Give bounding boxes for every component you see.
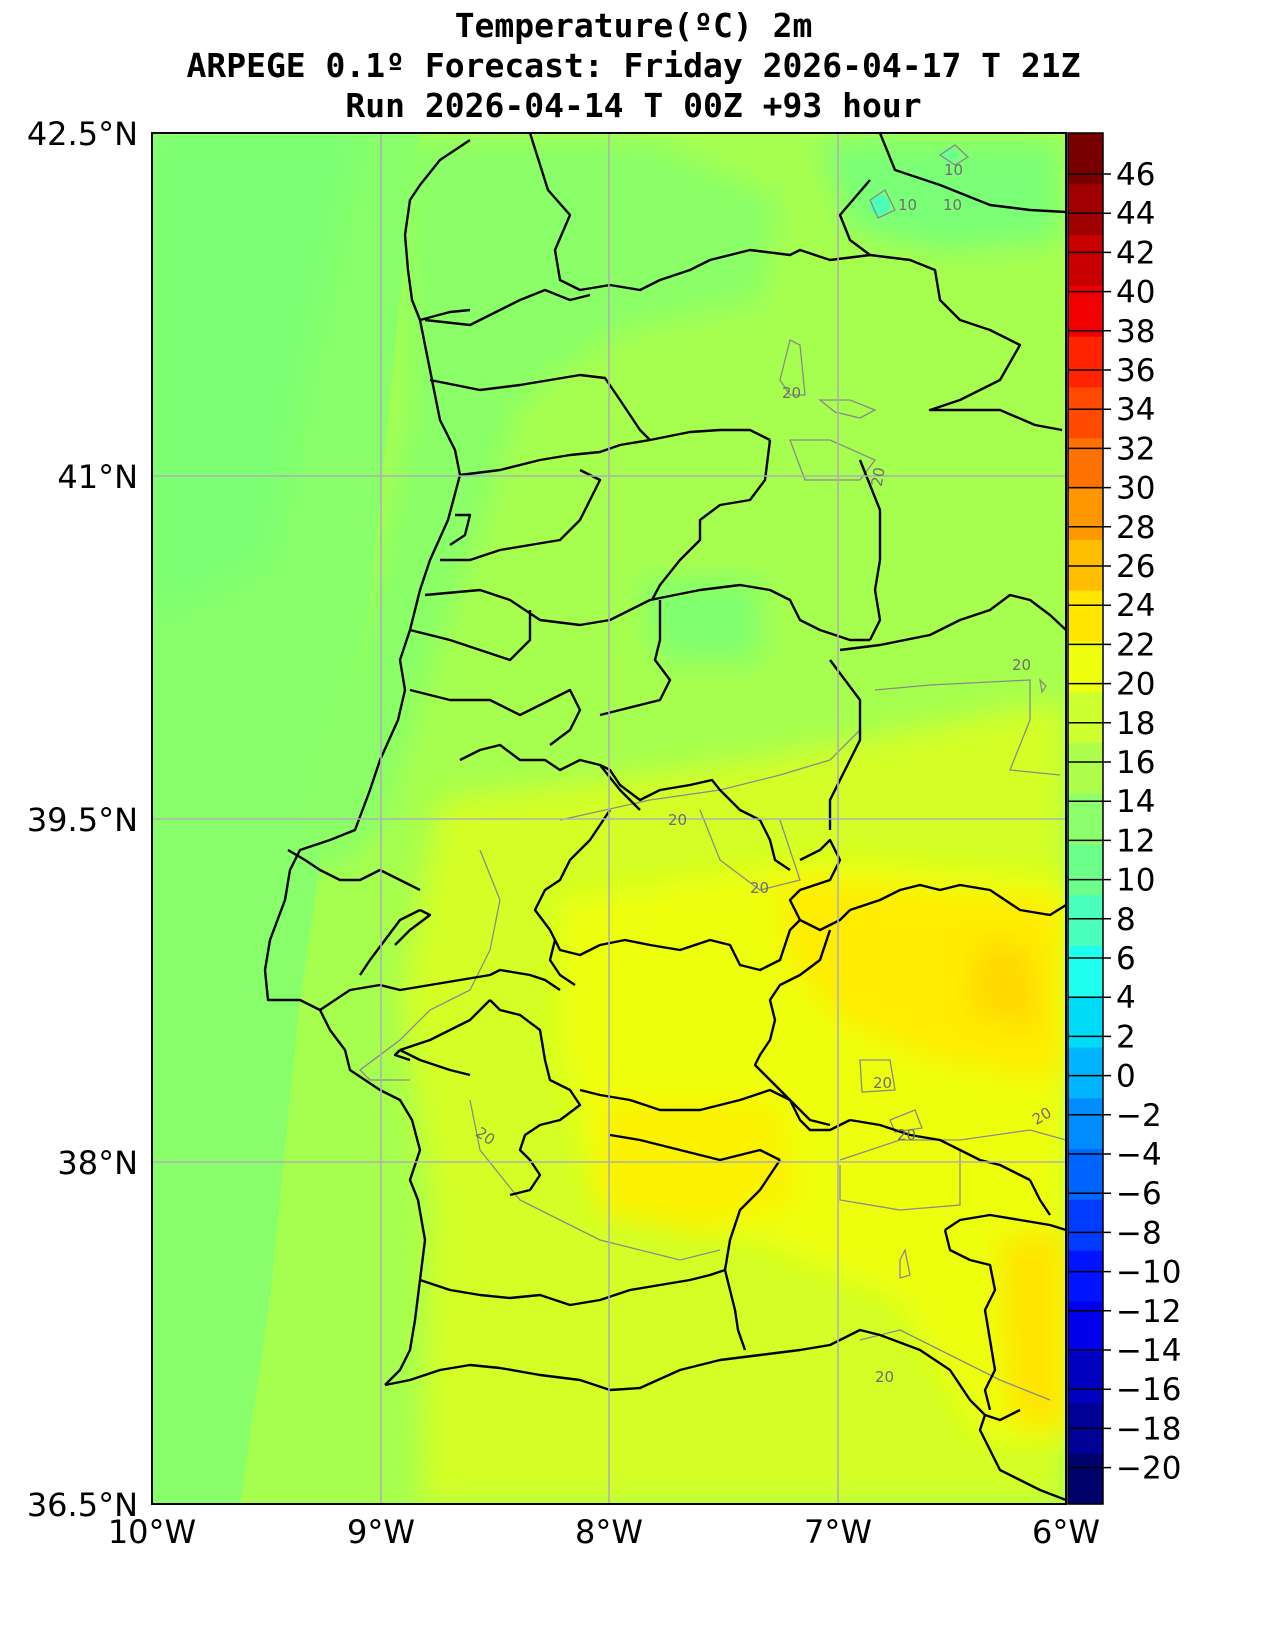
chart-title: Temperature(ºC) 2m ARPEGE 0.1º Forecast:… <box>0 6 1267 126</box>
lon-tick-label: 10°W <box>108 1513 196 1551</box>
colorbar-tick-label: −4 <box>1116 1137 1162 1173</box>
colorbar-tick-label: −8 <box>1116 1215 1162 1251</box>
contour-label: 10 <box>943 196 962 214</box>
colorbar-band <box>1068 640 1103 693</box>
contour-label: 10 <box>944 161 963 179</box>
contour-label: 20 <box>868 466 889 488</box>
colorbar-tick-label: −12 <box>1116 1294 1181 1330</box>
longitude-labels: 10°W 9°W 8°W 7°W 6°W <box>108 1513 1100 1551</box>
map-frame <box>151 132 1067 1505</box>
colorbar-tick-label: −2 <box>1116 1098 1162 1134</box>
lon-tick-label: 9°W <box>347 1513 415 1551</box>
colorbar-tick-label: 4 <box>1116 980 1136 1016</box>
colorbar-band <box>1068 183 1103 236</box>
colorbar-tick-label: 18 <box>1116 706 1155 742</box>
colorbar-tick-label: 42 <box>1116 235 1155 271</box>
colorbar-band <box>1068 539 1103 591</box>
colorbar-band <box>1068 1199 1103 1251</box>
colorbar-band <box>1068 996 1103 1048</box>
colorbar-tick-label: −10 <box>1116 1255 1181 1291</box>
contour-label: 20 <box>782 384 801 402</box>
colorbar-tick-label: 0 <box>1116 1059 1136 1095</box>
colorbar-tick-label: 34 <box>1116 392 1155 428</box>
colorbar-tick-label: 30 <box>1116 471 1155 507</box>
lat-tick-label: 38°N <box>57 1144 138 1182</box>
colorbar-tick-label: 6 <box>1116 941 1136 977</box>
contour-label: 20 <box>1012 656 1031 674</box>
colorbar-band <box>1068 336 1103 388</box>
colorbar-band <box>1068 894 1103 947</box>
colorbar-band <box>1068 1453 1103 1505</box>
colorbar-band <box>1068 590 1103 642</box>
colorbar-tick-label: 26 <box>1116 549 1155 585</box>
colorbar-band <box>1068 386 1103 439</box>
colorbar-tick-label: 40 <box>1116 275 1155 311</box>
colorbar-tick-label: −14 <box>1116 1333 1181 1369</box>
colorbar-tick-label: 46 <box>1116 157 1155 193</box>
lat-tick-label: 39.5°N <box>27 801 138 839</box>
colorbar-band <box>1068 285 1103 337</box>
colorbar-tick-label: 10 <box>1116 863 1155 899</box>
contour-label: 20 <box>875 1368 894 1386</box>
colorbar-tick-label: 16 <box>1116 745 1155 781</box>
colorbar-tick-label: 22 <box>1116 627 1155 663</box>
coastline-and-borders <box>263 133 1066 1502</box>
colorbar-band <box>1068 691 1103 743</box>
colorbar-tick-label: −20 <box>1116 1451 1181 1487</box>
colorbar-tick-label: 20 <box>1116 667 1155 703</box>
colorbar-tick-label: −16 <box>1116 1372 1181 1408</box>
colorbar-tick-label: 36 <box>1116 353 1155 389</box>
colorbar-tick-label: 24 <box>1116 588 1155 624</box>
lon-tick-label: 8°W <box>575 1513 643 1551</box>
colorbar-band <box>1068 1097 1103 1150</box>
colorbar-tick-label: 12 <box>1116 823 1155 859</box>
lon-tick-label: 7°W <box>804 1513 872 1551</box>
lat-tick-label: 41°N <box>57 458 138 496</box>
colorbar-band <box>1068 133 1103 185</box>
contour-label: 10 <box>898 196 917 214</box>
colorbar-frame <box>1067 132 1104 1505</box>
colorbar-tick-label: 2 <box>1116 1019 1136 1055</box>
colorbar-tick-label: 38 <box>1116 314 1155 350</box>
colorbar-band <box>1068 1148 1103 1200</box>
contour-lines <box>359 144 1066 1401</box>
colorbar-band <box>1068 488 1103 540</box>
colorbar-band <box>1068 843 1103 896</box>
contour-label: 20 <box>668 811 687 829</box>
title-variable: Temperature(ºC) 2m <box>454 6 813 45</box>
lat-tick-label: 42.5°N <box>27 115 138 153</box>
colorbar-band <box>1068 1047 1103 1099</box>
colorbar-band <box>1068 945 1103 997</box>
colorbar-band <box>1068 742 1103 794</box>
colorbar-tick-label: 8 <box>1116 902 1136 938</box>
contour-label: 20 <box>873 1074 892 1092</box>
graticule <box>152 133 1066 1504</box>
lat-tick-label: 36.5°N <box>27 1486 138 1524</box>
contour-label: 20 <box>750 879 769 897</box>
colorbar-tick-label: 44 <box>1116 196 1155 232</box>
title-forecast: ARPEGE 0.1º Forecast: Friday 2026-04-17 … <box>186 46 1081 85</box>
colorbar-band <box>1068 1351 1103 1404</box>
contour-label: 20 <box>897 1126 916 1144</box>
colorbar-band <box>1068 1300 1103 1353</box>
colorbar-tick-label: 32 <box>1116 431 1155 467</box>
latitude-labels: 42.5°N 41°N 39.5°N 38°N 36.5°N <box>27 115 138 1524</box>
contour-label-group: 10 10 10 20 20 20 20 20 20 20 20 20 20 <box>472 161 1054 1386</box>
colorbar-band <box>1068 437 1103 490</box>
colorbar-band <box>1068 1250 1103 1302</box>
colorbar-tick-label: 14 <box>1116 784 1155 820</box>
colorbar: 4644424038363432302826242220181614121086… <box>1067 132 1181 1505</box>
lon-tick-label: 6°W <box>1032 1513 1100 1551</box>
title-run: Run 2026-04-14 T 00Z +93 hour <box>345 86 922 125</box>
colorbar-tick-label: 28 <box>1116 510 1155 546</box>
colorbar-tick-label: −18 <box>1116 1411 1181 1447</box>
colorbar-band <box>1068 234 1103 286</box>
colorbar-tick-label: −6 <box>1116 1176 1162 1212</box>
